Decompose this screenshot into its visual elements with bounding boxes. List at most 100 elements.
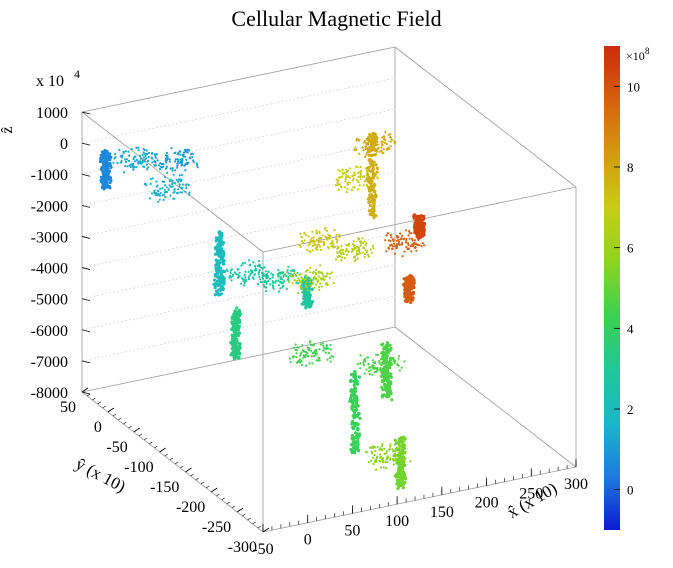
- data-point: [263, 266, 266, 269]
- data-point: [311, 351, 314, 355]
- data-point: [400, 467, 405, 471]
- axis-labels: x 10 4 ẑ ŷ (x 10) x̂ (x 10): [0, 67, 560, 522]
- data-point: [397, 236, 400, 239]
- data-point: [253, 273, 256, 277]
- data-point: [240, 264, 243, 267]
- data-point: [345, 247, 348, 250]
- data-point: [356, 434, 360, 438]
- data-point: [341, 168, 344, 172]
- data-point: [171, 183, 174, 186]
- data-point: [366, 147, 369, 150]
- data-point: [352, 186, 355, 189]
- data-point: [398, 458, 402, 462]
- data-point: [240, 277, 244, 280]
- data-point: [220, 269, 224, 273]
- data-point: [305, 270, 308, 273]
- data-point: [419, 233, 423, 237]
- data-point: [385, 376, 389, 380]
- data-point: [382, 461, 385, 464]
- data-point: [397, 357, 400, 360]
- data-point: [380, 146, 383, 149]
- data-point: [365, 183, 368, 186]
- data-point: [298, 279, 301, 282]
- data-point: [164, 154, 167, 157]
- data-point: [385, 452, 388, 455]
- data-point: [362, 363, 366, 366]
- data-point: [381, 143, 384, 146]
- data-point: [313, 286, 316, 289]
- data-point: [352, 379, 356, 384]
- data-point: [233, 351, 237, 355]
- data-point: [151, 157, 154, 160]
- data-point: [348, 242, 351, 245]
- data-point: [407, 247, 411, 250]
- data-point: [344, 177, 347, 181]
- data-point: [415, 249, 418, 252]
- data-point: [151, 161, 154, 164]
- axis-ticks: 10000-1000-2000-3000-4000-5000-6000-7000…: [31, 105, 588, 558]
- data-point: [398, 437, 403, 442]
- data-point: [372, 194, 376, 198]
- data-point: [408, 286, 412, 290]
- data-point: [311, 230, 314, 233]
- data-point: [366, 138, 369, 141]
- data-point: [212, 282, 216, 286]
- data-point: [184, 184, 188, 187]
- data-point: [388, 343, 392, 347]
- data-point: [389, 356, 393, 360]
- data-point: [379, 455, 383, 459]
- data-point: [300, 351, 303, 354]
- z-tick: [81, 111, 91, 115]
- data-point: [387, 363, 391, 367]
- data-point: [357, 188, 360, 191]
- data-point: [396, 363, 399, 366]
- data-point: [361, 175, 364, 178]
- data-point: [345, 168, 348, 172]
- data-point: [214, 239, 218, 243]
- data-point: [409, 460, 412, 463]
- data-point: [368, 372, 371, 376]
- data-point: [359, 177, 362, 180]
- data-point: [230, 327, 234, 331]
- data-point: [325, 229, 329, 232]
- x-tick-label: 250: [519, 485, 543, 502]
- data-point: [103, 180, 107, 184]
- data-point: [370, 447, 373, 450]
- data-point: [400, 450, 403, 453]
- data-point: [401, 255, 404, 258]
- data-point: [417, 229, 421, 233]
- data-point: [329, 234, 332, 238]
- data-point: [141, 159, 144, 162]
- data-point: [165, 151, 168, 154]
- data-point: [322, 344, 325, 347]
- data-point: [302, 241, 305, 244]
- data-point: [386, 370, 390, 374]
- data-point: [285, 288, 288, 291]
- data-point: [319, 245, 322, 248]
- z-exponent-power: 4: [74, 67, 80, 81]
- data-point: [301, 239, 304, 243]
- data-point: [374, 449, 377, 452]
- data-point: [395, 446, 399, 450]
- data-point: [220, 285, 224, 289]
- data-point: [221, 260, 225, 264]
- data-point: [181, 191, 184, 194]
- data-point: [373, 445, 376, 449]
- data-point: [310, 237, 313, 240]
- data-point: [381, 442, 384, 445]
- data-point: [169, 167, 172, 170]
- data-point: [363, 155, 367, 158]
- data-point: [334, 184, 337, 187]
- data-point: [122, 171, 126, 174]
- data-point: [376, 143, 379, 146]
- data-point: [147, 155, 150, 159]
- data-point: [352, 383, 356, 387]
- data-point: [390, 236, 393, 239]
- data-point: [356, 443, 360, 447]
- colorbar-tick-label: 6: [627, 241, 634, 256]
- data-point: [337, 254, 340, 257]
- data-point: [237, 268, 240, 271]
- data-point: [315, 246, 318, 249]
- data-point: [359, 240, 362, 243]
- data-point: [178, 174, 181, 177]
